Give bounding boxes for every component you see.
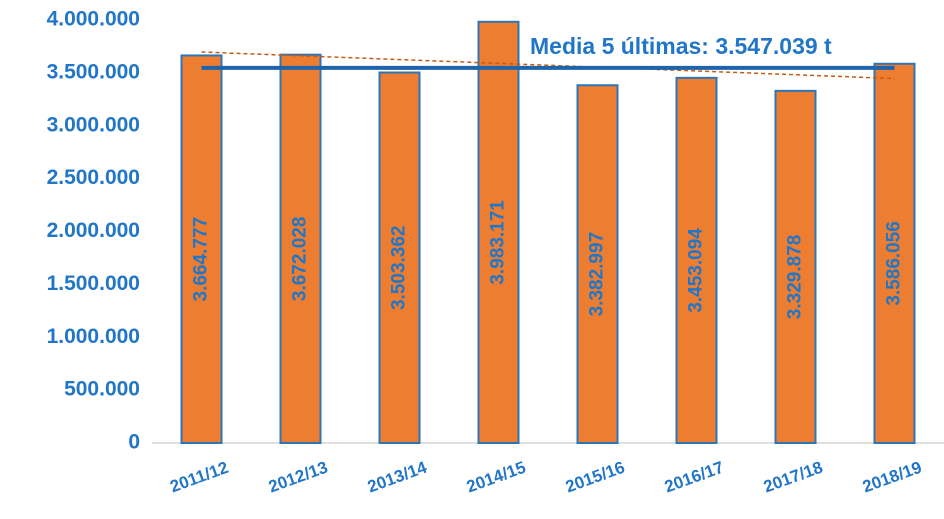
- value-label: 3.664.777: [191, 217, 212, 302]
- bar: [774, 89, 817, 445]
- x-tick-label: 2015/16: [563, 458, 627, 497]
- x-tick-label: 2011/12: [167, 458, 230, 497]
- y-tick-label: 3.000.000: [47, 113, 140, 136]
- annotation: Media 5 últimas: 3.547.039 t: [530, 33, 832, 59]
- x-tick-label: 2016/17: [662, 458, 726, 497]
- value-label: 3.382.997: [587, 232, 608, 317]
- value-label: 3.672.028: [290, 217, 311, 302]
- bar: [576, 84, 619, 444]
- x-tick-label: 2018/19: [860, 458, 924, 497]
- y-tick-label: 3.500.000: [47, 60, 140, 83]
- value-label: 3.983.171: [488, 200, 509, 285]
- y-tick-label: 2.000.000: [47, 219, 140, 242]
- y-tick-label: 0: [128, 431, 140, 454]
- y-tick-label: 500.000: [64, 378, 140, 401]
- bar: [180, 54, 223, 445]
- x-tick-label: 2012/13: [266, 458, 330, 497]
- x-tick-label: 2017/18: [761, 458, 825, 497]
- value-label: 3.503.362: [389, 225, 410, 310]
- value-label: 3.586.056: [884, 221, 905, 306]
- bar: [378, 71, 421, 444]
- value-label: 3.453.094: [686, 228, 707, 313]
- y-tick-label: 2.500.000: [47, 166, 140, 189]
- x-tick-label: 2013/14: [365, 457, 430, 496]
- trend-line: [201, 51, 895, 80]
- bar: [279, 53, 322, 444]
- bar: [675, 76, 718, 445]
- y-tick-label: 1.500.000: [47, 272, 140, 295]
- bar: [873, 62, 916, 445]
- y-tick-label: 4.000.000: [47, 8, 140, 31]
- bar: [477, 20, 520, 445]
- value-label: 3.329.878: [785, 235, 806, 320]
- y-tick-label: 1.000.000: [47, 325, 140, 348]
- x-tick-label: 2014/15: [464, 458, 528, 497]
